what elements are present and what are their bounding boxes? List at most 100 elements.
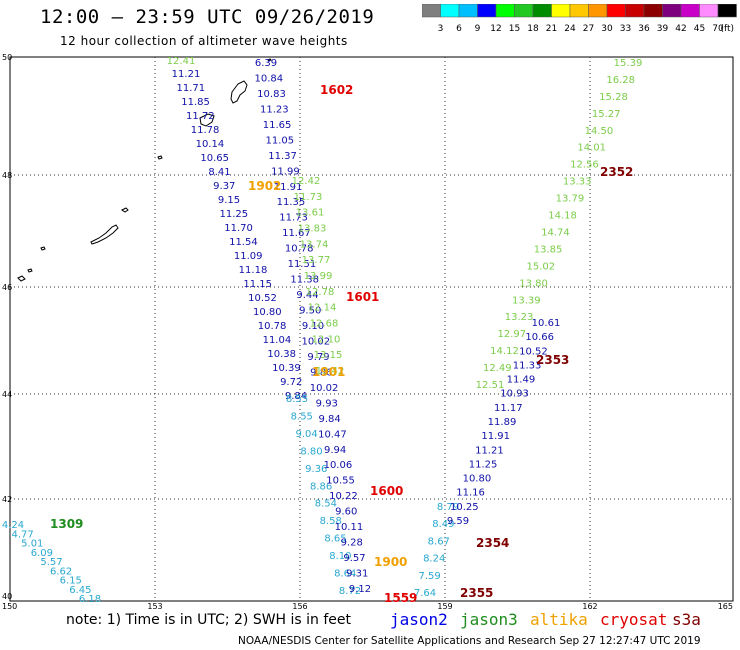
wave-height-value: 14.50 [585,126,614,137]
wave-height-value: 8.54 [315,499,337,510]
scale-swatch [717,4,737,18]
island-shape [27,268,33,273]
wave-height-value: 9.15 [218,195,240,206]
wave-height-value: 12.10 [312,334,341,345]
island-shape [267,58,272,62]
wave-height-value: 15.28 [599,92,628,103]
wave-height-value: 11.72 [186,111,215,122]
wave-height-value: 11.51 [288,259,317,270]
wave-height-value: 13.80 [519,278,548,289]
wave-height-value: 8.86 [310,481,332,492]
scale-label: 21 [546,24,557,34]
wave-height-value: 9.50 [299,306,321,317]
wave-height-value: 10.78 [285,244,314,255]
pass-time-label: 1900 [374,555,407,569]
wave-height-value: 12.56 [570,160,599,171]
wave-height-value: 5.01 [21,539,43,550]
wave-height-value: 11.78 [191,125,220,136]
wave-height-value: 4.77 [11,529,33,540]
wave-height-value: 9.10 [302,321,324,332]
wave-height-value: 8.72 [339,586,361,597]
wave-height-value: 13.42 [316,366,345,377]
wave-height-value: 12.51 [476,380,505,391]
wave-height-value: 15.39 [614,58,643,69]
wave-height-value: 8.41 [208,167,230,178]
wave-height-value: 9.37 [213,181,235,192]
wave-height-value: 10.55 [326,476,355,487]
scale-label: 27 [583,24,594,34]
wave-height-value: 14.18 [548,211,577,222]
wave-height-value: 8.79 [437,502,459,513]
wave-height-value: 11.73 [294,192,323,203]
wave-height-value: 6.15 [60,576,82,587]
scale-label: 30 [601,24,613,34]
pass-time-label: 1601 [346,290,379,304]
wave-height-value: 12.97 [497,329,526,340]
wave-height-value: 6.39 [255,58,277,69]
wave-height-value: 12.68 [310,319,339,330]
wave-height-value: 11.21 [475,445,504,456]
scale-label: 15 [509,24,520,34]
scale-label: 45 [694,24,705,34]
wave-height-value: 11.21 [172,69,201,80]
scale-label: 6 [456,24,462,34]
wave-height-value: 11.04 [263,335,292,346]
wave-height-value: 13.39 [512,295,541,306]
wave-height-value: 10.52 [519,346,548,357]
wave-height-value: 13.79 [556,194,585,205]
wave-height-value: 11.18 [239,265,268,276]
wave-height-value: 11.67 [282,228,311,239]
wave-height-value: 9.84 [285,391,307,402]
island-shape [230,80,248,104]
wave-height-value: 8.65 [324,534,346,545]
wave-height-value: 12.42 [292,176,321,187]
wave-height-value: 10.38 [267,349,296,360]
wave-height-value: 9.93 [316,398,338,409]
wave-height-value: 10.78 [258,321,287,332]
island-shape [17,275,26,282]
island-shape [40,246,46,251]
pass-time-label: 1309 [50,517,83,531]
wave-height-value: 11.54 [229,237,258,248]
scale-label: 39 [657,24,669,34]
wave-height-value: 15.02 [526,261,555,272]
island-shape [90,224,119,245]
wave-height-value: 10.66 [525,332,554,343]
wave-height-value: 11.85 [181,97,210,108]
wave-height-value: 11.05 [265,135,294,146]
wave-height-value: 13.77 [302,255,331,266]
wave-height-value: 13.61 [296,208,325,219]
scale-label: 33 [620,24,631,34]
wave-height-value: 8.24 [423,554,445,565]
wave-height-value: 10.22 [329,491,358,502]
wave-height-value: 8.64 [334,569,356,580]
wave-height-value: 8.10 [329,551,351,562]
wave-height-value: 13.99 [304,271,333,282]
pass-time-label: 2353 [536,353,569,367]
wave-height-value: 11.37 [268,151,297,162]
y-tick-label: 44 [2,390,12,399]
wave-height-value: 8.80 [300,446,322,457]
x-tick-label: 162 [582,602,597,610]
wave-height-value: 10.65 [200,153,229,164]
wave-height-value: 10.52 [248,293,277,304]
wave-height-value: 9.31 [346,569,368,580]
x-tick-label: 159 [437,602,452,610]
legend-entry-altika: altika [530,610,588,629]
wave-height-value: 9.12 [349,584,371,595]
wave-height-value: 9.86 [310,367,332,378]
wave-height-value: 13.33 [563,177,592,188]
wave-height-value: 14.12 [490,346,519,357]
legend-entry-cryosat: cryosat [600,610,668,629]
wave-height-value: 6.18 [79,594,101,605]
x-tick-label: 165 [718,602,733,610]
wave-height-value: 10.83 [257,89,286,100]
wave-height-value: 9.84 [318,414,340,425]
wave-height-value: 10.80 [253,307,282,318]
wave-height-value: 10.11 [335,522,364,533]
wave-height-value: 8.55 [291,412,313,423]
wave-height-value: 9.57 [343,553,365,564]
altimeter-map: 150 153 156 159 162 165 50 48 46 44 42 40 12.41 11.2… [2,53,734,610]
pass-time-label: 1559 [384,591,417,605]
wave-height-value: 10.25 [450,502,479,513]
